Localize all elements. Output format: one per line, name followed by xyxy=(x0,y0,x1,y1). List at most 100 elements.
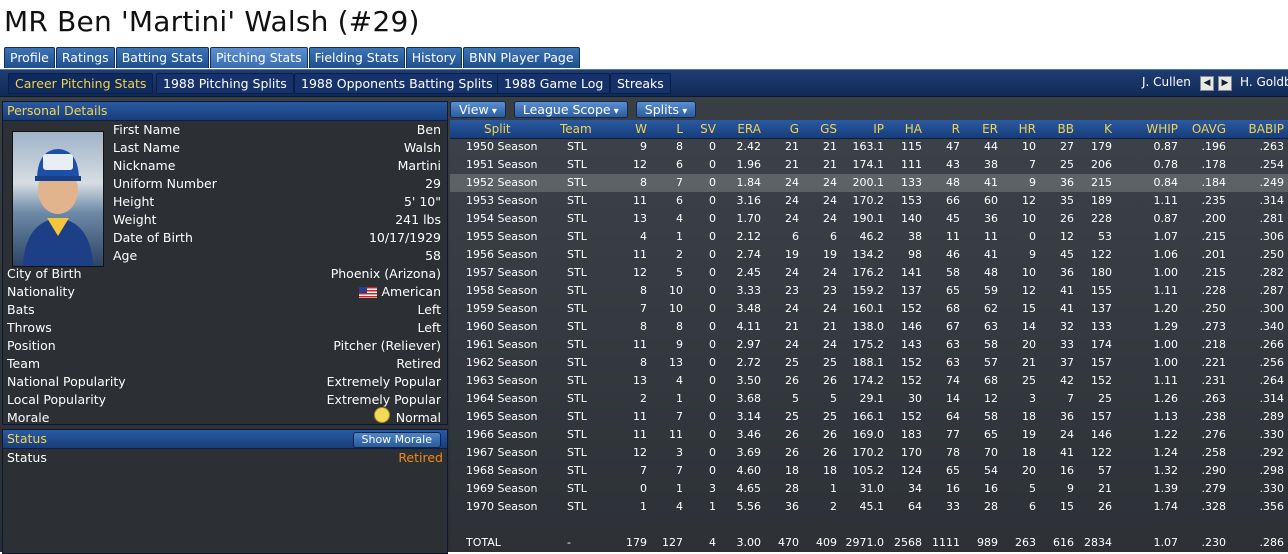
table-row[interactable]: 1966 Season STL 11 11 0 3.46 26 26 169.0 183 77 65 1… xyxy=(450,426,1288,444)
cell-oavg: .231 xyxy=(1201,374,1227,387)
tab-bnn-player-page[interactable]: BNN Player Page xyxy=(463,47,580,68)
cell-sv: 0 xyxy=(709,158,716,171)
col-header-ip[interactable]: IP xyxy=(873,122,884,136)
col-header-whip[interactable]: WHIP xyxy=(1146,122,1178,136)
table-row[interactable]: 1968 Season STL 7 7 0 4.60 18 18 105.2 124 65 54 20 1… xyxy=(450,462,1288,480)
tab-profile[interactable]: Profile xyxy=(4,47,55,68)
field-row-position: Position Pitcher (Reliever) xyxy=(7,337,441,355)
tab-history[interactable]: History xyxy=(405,47,463,68)
col-header-ha[interactable]: HA xyxy=(904,122,922,136)
table-row[interactable]: 1965 Season STL 11 7 0 3.14 25 25 166.1 152 64 58 18… xyxy=(450,408,1288,426)
col-header-oavg[interactable]: OAVG xyxy=(1191,122,1226,136)
col-header-gs[interactable]: GS xyxy=(820,122,837,136)
subtab-1988-game-log[interactable]: 1988 Game Log xyxy=(497,73,611,94)
prev-player-link[interactable]: J. Cullen xyxy=(1142,75,1191,89)
tab-batting-stats[interactable]: Batting Stats xyxy=(115,47,209,68)
cell-whip: 1.07 xyxy=(1153,536,1179,549)
col-header-bb[interactable]: BB xyxy=(1057,122,1074,136)
cell-k: 53 xyxy=(1098,230,1112,243)
show-morale-button[interactable]: Show Morale xyxy=(352,432,441,448)
cell-team: STL xyxy=(567,374,587,387)
field-value: Left xyxy=(417,320,441,335)
table-row[interactable]: 1952 Season STL 8 7 0 1.84 24 24 200.1 133 48 41 9 36… xyxy=(450,174,1288,192)
cell-er: 58 xyxy=(984,338,998,351)
field-value: American xyxy=(381,284,442,299)
cell-ha: 111 xyxy=(901,158,922,171)
tab-pitching-stats[interactable]: Pitching Stats xyxy=(209,47,308,68)
total-row[interactable]: TOTAL - 179 127 4 3.00 470 409 2971.0 2568 1111 989… xyxy=(450,534,1288,552)
table-row[interactable]: 1951 Season STL 12 6 0 1.96 21 21 174.1 111 43 38 7 2… xyxy=(450,156,1288,174)
col-header-babip[interactable]: BABIP xyxy=(1248,122,1284,136)
prev-arrow-icon[interactable]: ◀ xyxy=(1200,76,1214,91)
tab-fielding-stats[interactable]: Fielding Stats xyxy=(308,47,405,68)
view-dropdown[interactable]: View ▾ xyxy=(450,101,506,118)
col-header-g[interactable]: G xyxy=(789,122,799,136)
league-scope-dropdown[interactable]: League Scope ▾ xyxy=(513,101,628,118)
table-row[interactable]: 1969 Season STL 0 1 3 4.65 28 1 31.0 34 16 16 5 9 21 1.… xyxy=(450,480,1288,498)
col-header-er[interactable]: ER xyxy=(982,122,998,136)
table-row[interactable]: 1962 Season STL 8 13 0 2.72 25 25 188.1 152 63 57 21… xyxy=(450,354,1288,372)
cell-split: 1953 Season xyxy=(466,194,538,207)
league-scope-label: League Scope xyxy=(522,102,611,117)
col-header-l[interactable]: L xyxy=(676,122,683,136)
cell-g: 23 xyxy=(785,284,799,297)
cell-er: 57 xyxy=(984,356,998,369)
cell-babip: .298 xyxy=(1259,464,1285,477)
next-arrow-icon[interactable]: ▶ xyxy=(1218,76,1232,91)
cell-oavg: .279 xyxy=(1201,482,1227,495)
col-header-sv[interactable]: SV xyxy=(700,122,716,136)
cell-w: 11 xyxy=(633,338,647,351)
col-header-w[interactable]: W xyxy=(635,122,647,136)
col-header-hr[interactable]: HR xyxy=(1018,122,1036,136)
col-header-k[interactable]: K xyxy=(1104,122,1112,136)
table-row[interactable]: 1958 Season STL 8 10 0 3.33 23 23 159.2 137 65 59 12… xyxy=(450,282,1288,300)
cell-l: 10 xyxy=(669,302,683,315)
cell-k: 179 xyxy=(1091,140,1112,153)
cell-era: 1.84 xyxy=(736,176,762,189)
table-row[interactable]: 1957 Season STL 12 5 0 2.45 24 24 176.2 141 58 48 10… xyxy=(450,264,1288,282)
subtab-1988-opponents-batting-splits[interactable]: 1988 Opponents Batting Splits xyxy=(294,73,500,94)
cell-hr: 20 xyxy=(1022,464,1036,477)
cell-gs: 21 xyxy=(823,320,837,333)
field-label: Bats xyxy=(7,302,35,317)
next-player-link[interactable]: H. Goldb xyxy=(1240,75,1288,89)
table-row[interactable]: 1961 Season STL 11 9 0 2.97 24 24 175.2 143 63 58 20… xyxy=(450,336,1288,354)
field-label: Age xyxy=(113,248,138,263)
cell-ip: 45.1 xyxy=(859,500,885,513)
tab-ratings[interactable]: Ratings xyxy=(55,47,115,68)
table-row[interactable]: 1964 Season STL 2 1 0 3.68 5 5 29.1 30 14 12 3 7 25 1.2… xyxy=(450,390,1288,408)
col-header-team[interactable]: Team xyxy=(560,122,592,136)
page-title: MR Ben 'Martini' Walsh (#29) xyxy=(4,5,420,38)
col-header-split[interactable]: Split xyxy=(484,122,511,136)
table-row[interactable]: 1960 Season STL 8 8 0 4.11 21 21 138.0 146 67 63 14 3… xyxy=(450,318,1288,336)
subtab-1988-pitching-splits[interactable]: 1988 Pitching Splits xyxy=(156,73,294,94)
field-row-height: Height 5' 10" xyxy=(113,193,441,211)
splits-dropdown[interactable]: Splits ▾ xyxy=(635,101,697,118)
table-row[interactable]: 1950 Season STL 9 8 0 2.42 21 21 163.1 115 47 44 10 2… xyxy=(450,138,1288,156)
table-row[interactable]: 1953 Season STL 11 6 0 3.16 24 24 170.2 153 66 60 12… xyxy=(450,192,1288,210)
cell-sv: 0 xyxy=(709,374,716,387)
cell-team: STL xyxy=(567,230,587,243)
subtab-career-pitching-stats[interactable]: Career Pitching Stats xyxy=(8,73,154,94)
table-row[interactable]: 1959 Season STL 7 10 0 3.48 24 24 160.1 152 68 62 15… xyxy=(450,300,1288,318)
cell-bb: 36 xyxy=(1060,410,1074,423)
table-row[interactable]: 1963 Season STL 13 4 0 3.50 26 26 174.2 152 74 68 25… xyxy=(450,372,1288,390)
col-header-era[interactable]: ERA xyxy=(737,122,761,136)
table-row[interactable]: 1967 Season STL 12 3 0 3.69 26 26 170.2 170 78 70 18… xyxy=(450,444,1288,462)
subtab-streaks[interactable]: Streaks xyxy=(610,73,671,94)
cell-ip: 166.1 xyxy=(852,410,885,423)
cell-ip: 174.1 xyxy=(852,158,885,171)
cell-w: 12 xyxy=(633,446,647,459)
cell-r: 65 xyxy=(946,464,960,477)
cell-gs: 21 xyxy=(823,140,837,153)
table-row[interactable]: 1954 Season STL 13 4 0 1.70 24 24 190.1 140 45 36 10… xyxy=(450,210,1288,228)
table-row[interactable]: 1956 Season STL 11 2 0 2.74 19 19 134.2 98 46 41 9 45… xyxy=(450,246,1288,264)
cell-ip: 31.0 xyxy=(859,482,885,495)
table-row[interactable]: 1955 Season STL 4 1 0 2.12 6 6 46.2 38 11 11 0 12 53 1.… xyxy=(450,228,1288,246)
cell-g: 19 xyxy=(785,248,799,261)
cell-babip: .287 xyxy=(1259,284,1285,297)
table-row[interactable]: 1970 Season STL 1 4 1 5.56 36 2 45.1 64 33 28 6 15 26 1… xyxy=(450,498,1288,516)
col-header-r[interactable]: R xyxy=(951,122,960,136)
cell-er: 48 xyxy=(984,266,998,279)
field-row-city-of-birth: City of Birth Phoenix (Arizona) xyxy=(7,265,441,283)
